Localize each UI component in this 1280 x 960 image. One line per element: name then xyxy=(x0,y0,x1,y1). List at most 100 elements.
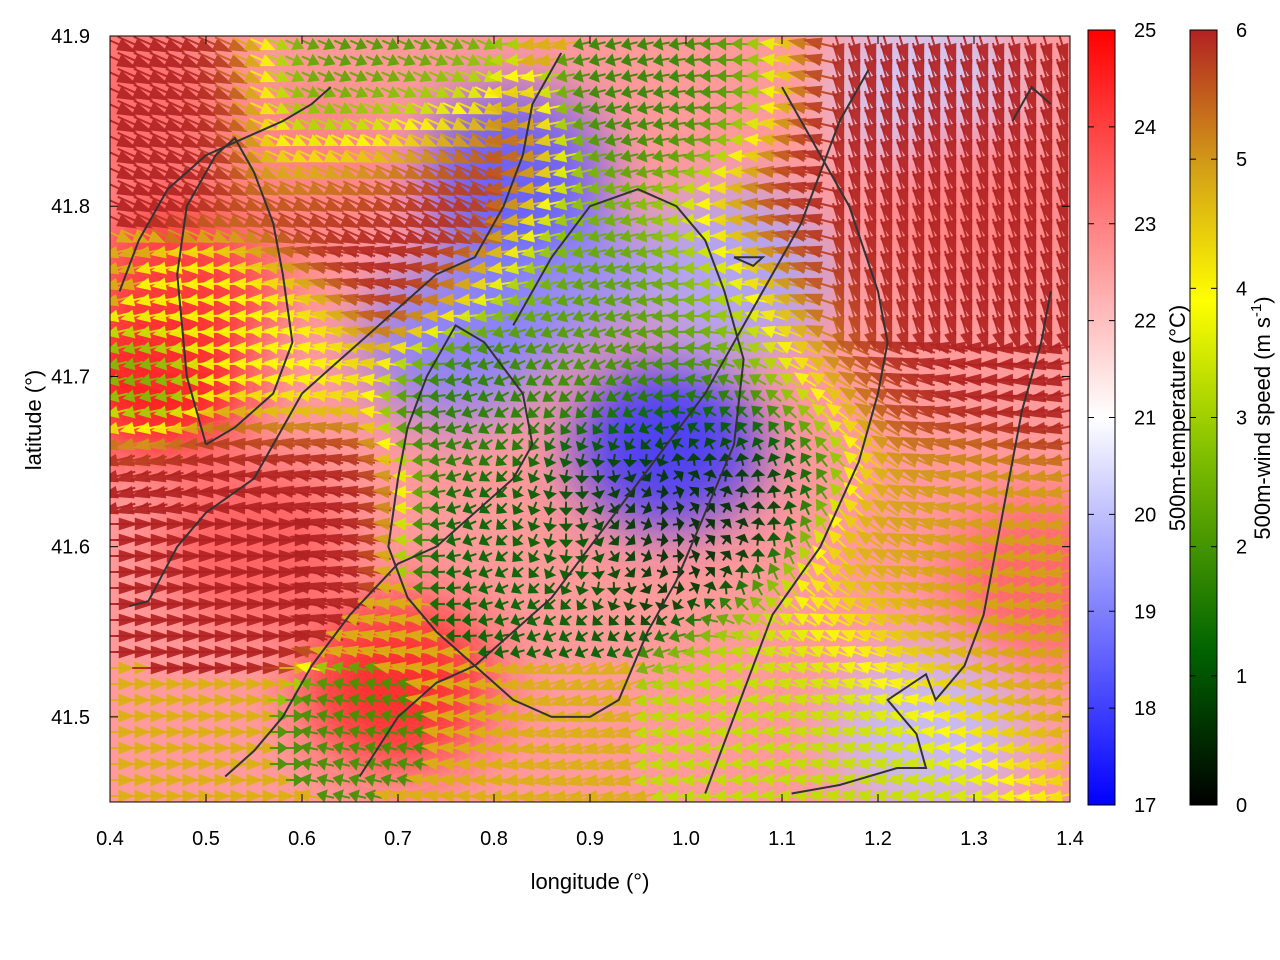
wind-arrow-217 xyxy=(700,85,719,99)
colorbar-tick-label: 20 xyxy=(1134,504,1156,526)
wind-arrow-525 xyxy=(831,154,845,193)
wind-arrow-394 xyxy=(652,133,671,147)
wind-arrow-657 xyxy=(1023,186,1037,225)
wind-arrow-289 xyxy=(895,90,909,129)
wind-arrow-335 xyxy=(668,117,687,131)
temperature-colorbar-title: 500m-temperature (°C) xyxy=(1165,305,1190,531)
x-tick-label: 0.9 xyxy=(576,828,604,850)
wind-arrow-360 xyxy=(110,131,138,149)
wind-arrow-151 xyxy=(604,69,622,83)
wind-arrow-70 xyxy=(267,53,290,67)
wind-arrow-66 xyxy=(197,52,233,69)
wind-arrow-128 xyxy=(232,69,263,84)
wind-arrow-605 xyxy=(181,196,217,213)
wind-arrow-420 xyxy=(110,147,138,165)
colorbar-tick-label: 1 xyxy=(1236,666,1247,688)
wind-arrow-629 xyxy=(570,197,592,211)
wind-arrow-669 xyxy=(246,212,281,229)
wind-arrow-512 xyxy=(619,165,639,179)
wind-arrow-225 xyxy=(832,74,845,112)
wind-arrow-377 xyxy=(377,133,405,147)
wind-arrow-2 xyxy=(133,36,170,53)
wind-arrow-466 xyxy=(847,138,861,177)
wind-arrow-615 xyxy=(342,196,377,213)
wind-arrow-214 xyxy=(652,85,670,99)
wind-arrow-108 xyxy=(879,42,893,81)
wind-arrow-474 xyxy=(975,138,989,177)
wind-arrow-424 xyxy=(165,147,202,165)
wind-arrow-76 xyxy=(365,53,384,67)
wind-arrow-298 xyxy=(1039,90,1053,129)
wind-arrow-312 xyxy=(299,117,322,131)
wind-arrow-117 xyxy=(1023,42,1037,81)
wind-arrow-433 xyxy=(313,149,341,163)
wind-speed-colorbar: 0 1 2 3 4 5 6 500m-wind speed (m s-1) xyxy=(1189,20,1275,817)
wind-arrow-7 xyxy=(214,36,248,52)
wind-arrow-63 xyxy=(149,51,186,69)
wind-arrow-80 xyxy=(429,53,449,67)
wind-arrow-165 xyxy=(832,58,845,96)
wind-arrow-452 xyxy=(620,149,639,163)
wind-arrow-133 xyxy=(317,69,336,83)
wind-arrow-308 xyxy=(231,116,263,132)
wind-arrow-157 xyxy=(700,69,719,83)
wind-arrow-304 xyxy=(165,115,202,133)
wind-arrow-275 xyxy=(668,101,687,115)
wind-arrow-54 xyxy=(975,36,989,65)
wind-arrow-276 xyxy=(684,101,703,115)
wind-arrow-364 xyxy=(165,131,202,149)
wind-arrow-30 xyxy=(588,37,606,51)
wind-arrow-187 xyxy=(214,84,248,100)
wind-arrow-111 xyxy=(927,42,941,81)
wind-arrow-593 xyxy=(959,170,973,209)
wind-arrow-230 xyxy=(911,74,925,113)
wind-arrow-11 xyxy=(285,37,305,51)
wind-arrow-179 xyxy=(1055,58,1069,97)
wind-arrow-547 xyxy=(214,180,249,197)
wind-arrow-55 xyxy=(991,36,1005,65)
wind-arrow-135 xyxy=(349,69,368,83)
wind-arrow-138 xyxy=(397,69,417,83)
wind-arrow-437 xyxy=(376,149,406,164)
wind-arrow-561 xyxy=(437,180,473,197)
wind-arrow-232 xyxy=(943,74,957,113)
wind-arrow-480 xyxy=(110,163,138,181)
wind-arrow-653 xyxy=(959,186,973,225)
wind-arrow-334 xyxy=(652,117,671,131)
wind-arrow-181 xyxy=(117,83,154,101)
wind-arrow-421 xyxy=(117,147,154,165)
wind-arrow-540 xyxy=(110,179,138,197)
wind-arrow-362 xyxy=(133,131,170,149)
wind-arrow-91 xyxy=(604,53,622,67)
wind-arrow-198 xyxy=(396,85,417,99)
wind-arrow-628 xyxy=(553,197,577,211)
wind-arrow-115 xyxy=(991,42,1005,81)
wind-arrow-610 xyxy=(262,196,297,213)
wind-arrow-495 xyxy=(343,164,375,180)
wind-arrow-245 xyxy=(181,99,218,117)
colorbar-tick-label: 0 xyxy=(1236,795,1247,817)
wind-arrow-123 xyxy=(149,67,186,85)
wind-arrow-72 xyxy=(301,53,320,67)
wind-arrow-257 xyxy=(380,101,402,115)
wind-arrow-494 xyxy=(327,164,359,180)
wind-arrow-358 xyxy=(1039,106,1053,145)
wind-arrow-13 xyxy=(317,37,336,51)
colorbar-tick-label: 23 xyxy=(1134,214,1156,236)
wind-arrow-501 xyxy=(438,164,473,181)
wind-arrow-535 xyxy=(991,154,1005,193)
wind-arrow-62 xyxy=(133,51,170,69)
wind-arrow-313 xyxy=(315,117,338,131)
wind-arrow-481 xyxy=(117,163,154,181)
wind-arrow-365 xyxy=(181,131,218,149)
wind-arrow-12 xyxy=(301,37,320,51)
wind-arrow-539 xyxy=(1055,154,1069,193)
wind-arrow-107 xyxy=(863,42,877,81)
wind-arrow-126 xyxy=(197,68,233,85)
wind-arrow-439 xyxy=(407,148,439,164)
wind-arrow-56 xyxy=(1007,36,1021,65)
wind-arrow-406 xyxy=(847,122,861,161)
wind-arrow-319 xyxy=(410,117,436,131)
wind-arrow-617 xyxy=(373,196,409,213)
wind-arrow-591 xyxy=(927,170,941,209)
